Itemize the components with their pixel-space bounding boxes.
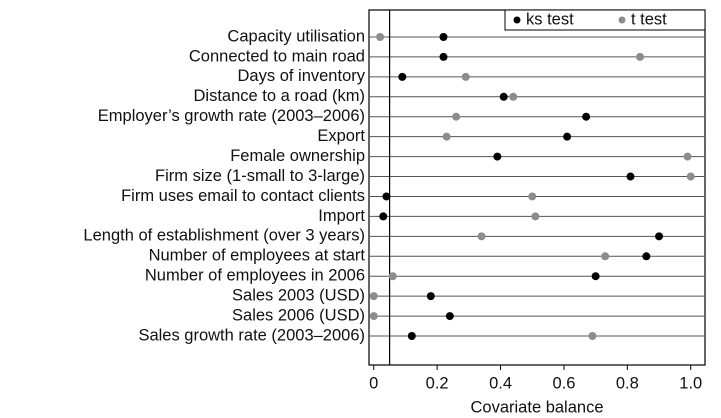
y-tick-label: Days of inventory (238, 67, 366, 85)
y-tick-label: Sales 2006 (USD) (232, 306, 365, 324)
x-tick-label: 0.4 (489, 374, 512, 392)
y-tick-label: Employer’s growth rate (2003–2006) (98, 107, 365, 125)
dot (683, 152, 692, 161)
dot (499, 92, 508, 101)
dot (369, 312, 378, 321)
dot (591, 272, 600, 281)
dot (461, 72, 470, 81)
dot (601, 252, 610, 261)
dot (626, 172, 635, 181)
dot (563, 132, 572, 141)
y-tick-label: Firm uses email to contact clients (121, 187, 365, 205)
dot (531, 212, 540, 221)
x-tick-label: 0.8 (616, 374, 639, 392)
y-tick-label: Distance to a road (km) (194, 87, 365, 105)
y-tick-label: Length of establishment (over 3 years) (83, 227, 365, 245)
dot (439, 52, 448, 61)
dot (528, 192, 537, 201)
dot (452, 112, 461, 121)
dot (686, 172, 695, 181)
dot (407, 332, 416, 340)
x-tick-label: 1.0 (679, 374, 702, 392)
dot (509, 92, 518, 101)
y-tick-label: Import (318, 207, 365, 225)
y-tick-label: Firm size (1-small to 3-large) (155, 167, 365, 185)
plot-frame (368, 9, 706, 366)
dot (442, 132, 451, 141)
legend-label: ks test (526, 10, 574, 28)
legend-marker (618, 16, 626, 24)
x-axis-label: Covariate balance (471, 398, 604, 416)
x-tick-label: 0.2 (426, 374, 449, 392)
dot (369, 292, 378, 301)
y-tick-label: Sales growth rate (2003–2006) (138, 326, 365, 344)
dot (493, 152, 502, 161)
dot (382, 192, 391, 201)
y-tick-label: Female ownership (230, 147, 365, 165)
y-tick-label: Number of employees at start (149, 247, 366, 265)
x-tick-label: 0.6 (552, 374, 575, 392)
y-tick-label: Export (317, 127, 365, 145)
y-tick-label: Number of employees in 2006 (145, 267, 365, 285)
dot (376, 33, 385, 41)
dot (439, 33, 448, 41)
legend-label: t test (631, 10, 667, 28)
dot (426, 292, 435, 301)
dot (582, 112, 591, 121)
dot (388, 272, 397, 281)
x-tick-label: 0 (369, 374, 378, 392)
dot (477, 232, 486, 241)
dot (445, 312, 454, 321)
dot (588, 332, 597, 340)
y-tick-label: Connected to main road (189, 47, 365, 65)
dot (379, 212, 388, 221)
y-tick-label: Capacity utilisation (227, 27, 365, 45)
dot (636, 52, 645, 61)
legend-marker (513, 16, 521, 24)
y-tick-label: Sales 2003 (USD) (232, 286, 365, 304)
dot (655, 232, 664, 241)
legend-box (504, 9, 706, 31)
dot (398, 72, 407, 81)
dot (642, 252, 651, 261)
